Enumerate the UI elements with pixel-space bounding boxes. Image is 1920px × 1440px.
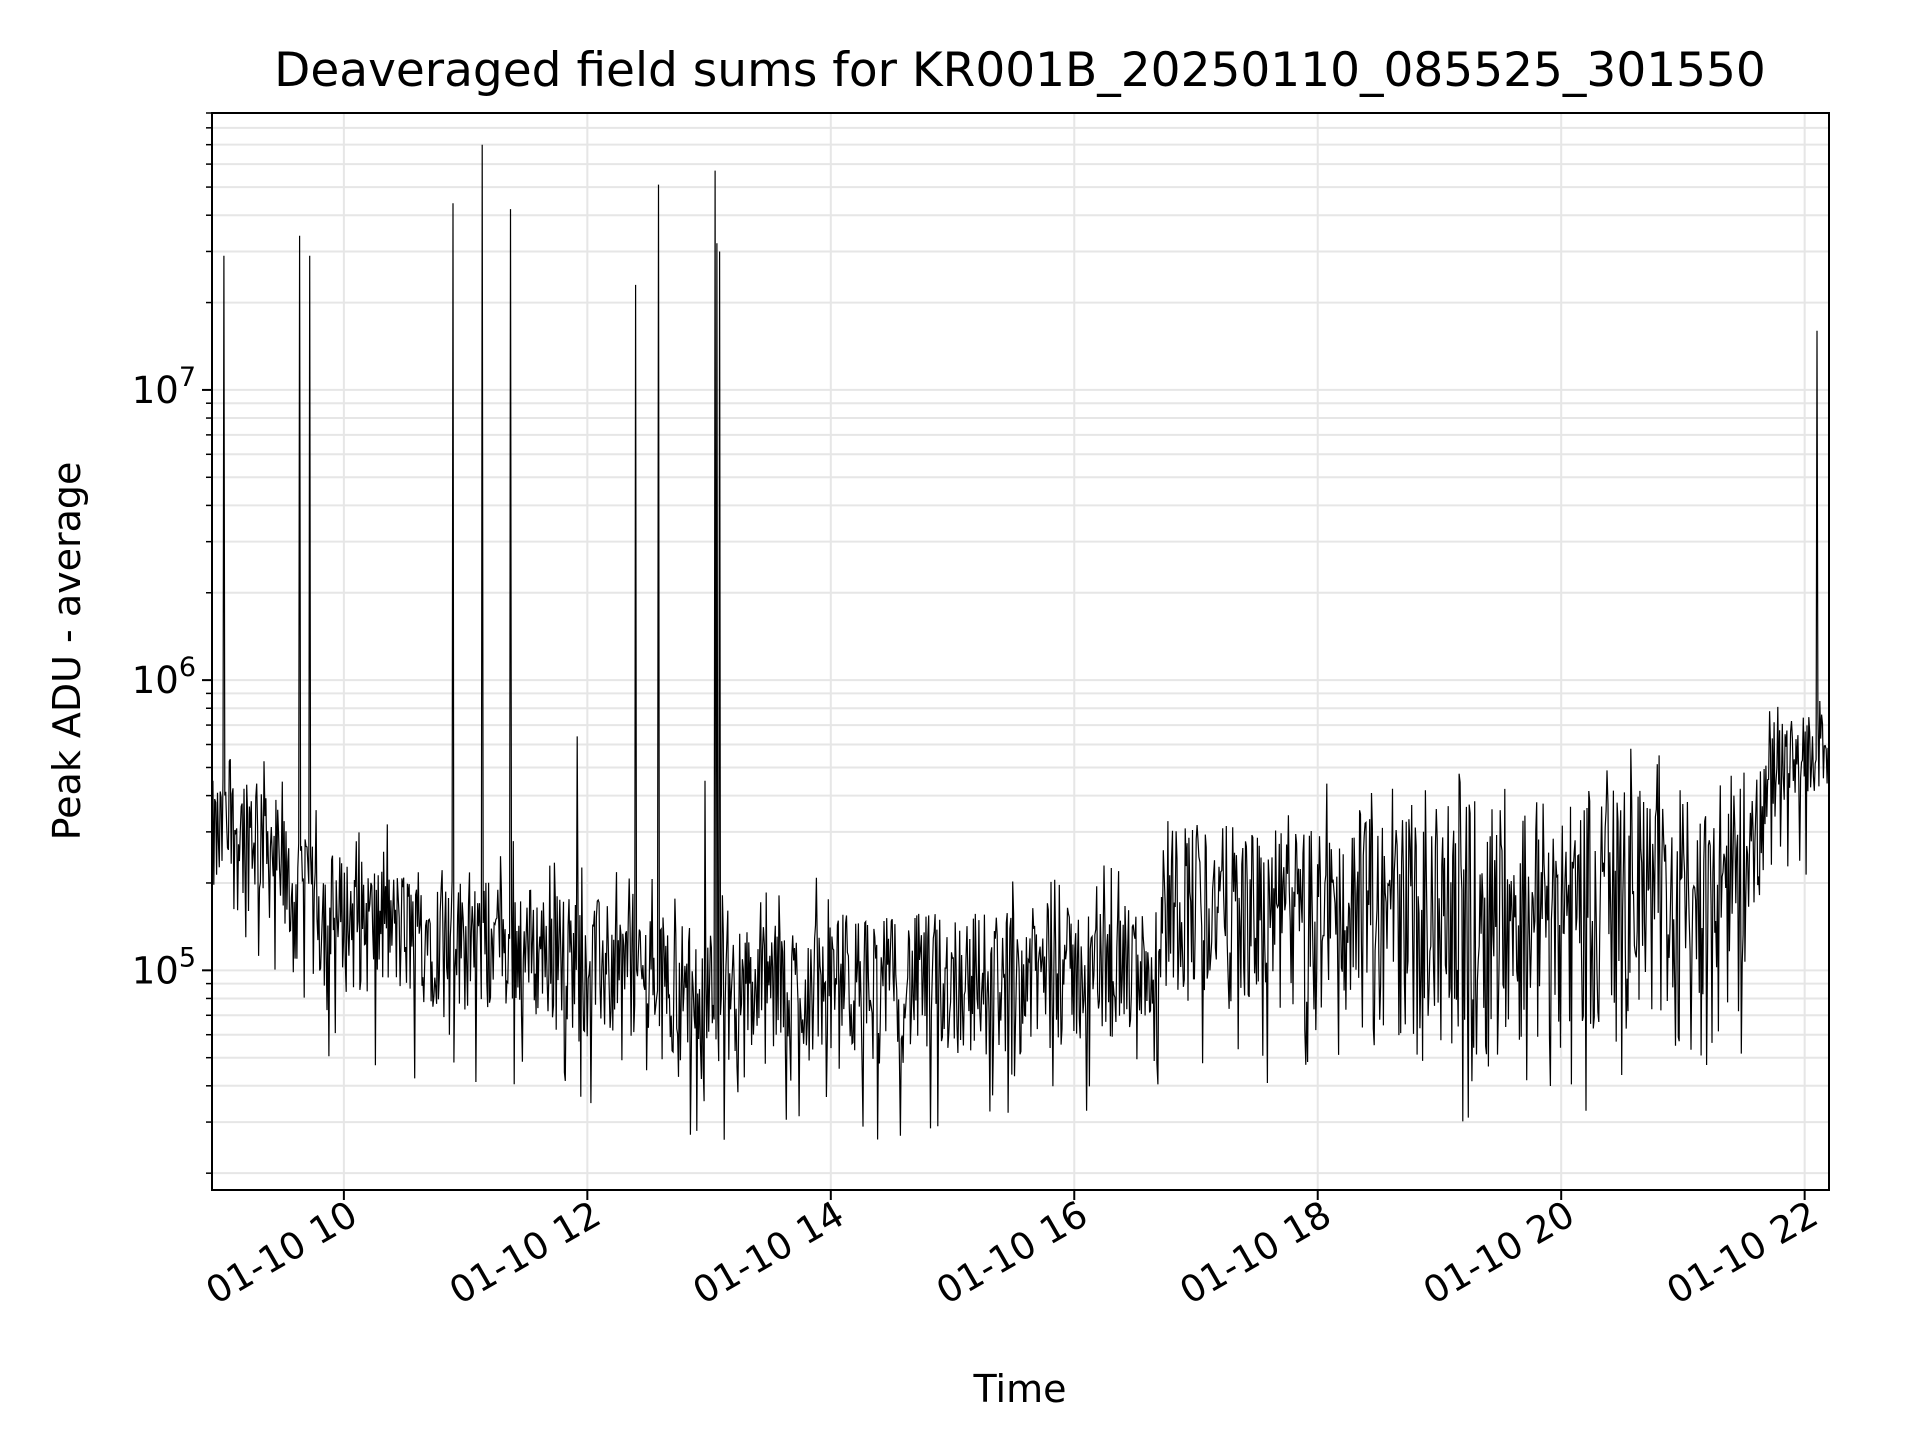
y-tick-exponent: 6: [179, 652, 196, 683]
y-tick-label: 106: [132, 652, 196, 702]
y-tick-exponent: 5: [179, 942, 196, 973]
x-axis-label: Time: [973, 1367, 1067, 1411]
y-axis-label: Peak ADU - average: [45, 462, 89, 841]
data-series-line: [211, 144, 1830, 1140]
plot-frame: [211, 112, 1830, 1191]
series-layer: [211, 144, 1830, 1140]
y-tick-base: 10: [132, 659, 179, 702]
y-tick-label: 105: [132, 942, 196, 992]
chart-title: Deaveraged field sums for KR001B_2025011…: [274, 43, 1766, 98]
y-tick-base: 10: [132, 949, 179, 992]
y-tick-exponent: 7: [179, 362, 196, 393]
y-tick-base: 10: [132, 369, 179, 412]
y-tick-label: 107: [132, 362, 196, 412]
